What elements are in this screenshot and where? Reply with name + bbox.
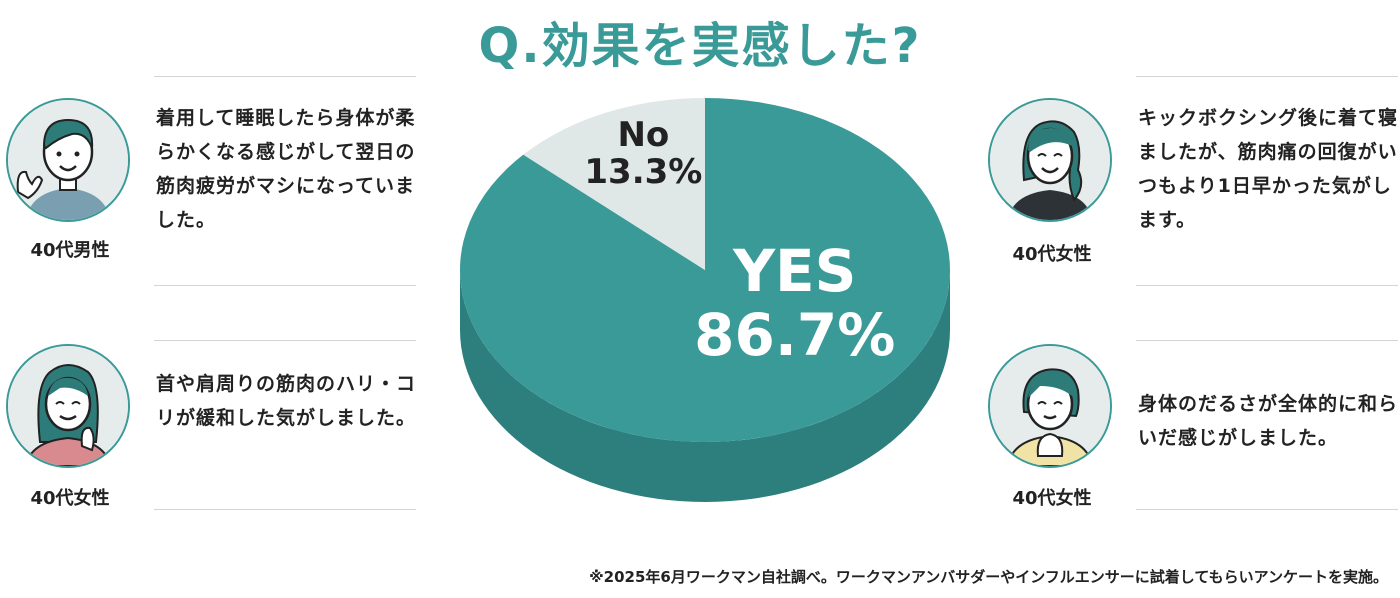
pie-slice-yes (459, 98, 950, 443)
woman-avatar-icon (6, 344, 130, 468)
footnote: ※2025年6月ワークマン自社調べ。ワークマンアンバサダーやインフルエンサーに試… (589, 568, 1388, 586)
testimonial-card: 40代男性 着用して睡眠したら身体が柔らかくなる感じがして翌日の筋肉疲労がマシに… (0, 76, 440, 286)
slice-category-label: YES (732, 237, 856, 305)
demographic-label: 40代女性 (1012, 488, 1092, 509)
pie-slice-no (523, 98, 705, 270)
slice-value-label: 13.3% (584, 152, 702, 192)
demographic-label: 40代女性 (1012, 244, 1092, 265)
slice-category-label: No (617, 115, 669, 155)
testimonial-card: 40代女性 首や肩周りの筋肉のハリ・コリが緩和した気がしました。 (0, 300, 440, 510)
demographic-label: 40代男性 (30, 240, 110, 261)
testimonial-card: 40代女性 身体のだるさが全体的に和らいだ感じがしました。 (982, 300, 1400, 510)
comment-text: 身体のだるさが全体的に和らいだ感じがしました。 (1138, 393, 1399, 449)
page-title: Q.効果を実感した? (478, 18, 922, 74)
comment-box: 首や肩周りの筋肉のハリ・コリが緩和した気がしました。 (154, 340, 416, 510)
comment-text: キックボクシング後に着て寝ましたが、筋肉痛の回復がいつもより1日早かった気がしま… (1138, 107, 1399, 231)
comment-text: 着用して睡眠したら身体が柔らかくなる感じがして翌日の筋肉疲労がマシになっていまし… (156, 107, 416, 231)
comment-box: キックボクシング後に着て寝ましたが、筋肉痛の回復がいつもより1日早かった気がしま… (1136, 76, 1398, 286)
testimonial-card: 40代女性 キックボクシング後に着て寝ましたが、筋肉痛の回復がいつもより1日早か… (982, 76, 1400, 286)
demographic-label: 40代女性 (30, 488, 110, 509)
comment-text: 首や肩周りの筋肉のハリ・コリが緩和した気がしました。 (156, 373, 417, 429)
pie-side-wall (460, 270, 950, 502)
man-avatar-icon (6, 98, 130, 222)
comment-box: 身体のだるさが全体的に和らいだ感じがしました。 (1136, 340, 1398, 510)
comment-box: 着用して睡眠したら身体が柔らかくなる感じがして翌日の筋肉疲労がマシになっていまし… (154, 76, 416, 286)
slice-value-label: 86.7% (694, 301, 895, 369)
woman-avatar-icon (988, 344, 1112, 468)
woman-avatar-icon (988, 98, 1112, 222)
